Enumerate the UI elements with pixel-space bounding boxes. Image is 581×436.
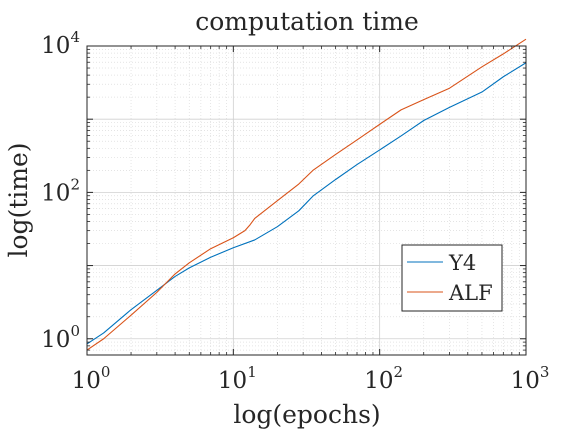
major-grid <box>87 46 526 355</box>
y-tick-label-exponent: 4 <box>70 28 80 46</box>
legend-label-y4: Y4 <box>448 251 476 275</box>
chart-title: computation time <box>195 7 419 36</box>
tick-marks <box>86 45 527 356</box>
minor-grid <box>87 46 526 356</box>
y-axis-label: log(time) <box>4 142 33 257</box>
x-tick-label: 102 <box>364 363 403 394</box>
series-layer <box>86 38 527 351</box>
legend-box <box>401 244 503 312</box>
plot-frame <box>86 45 527 356</box>
y-tick-label: 102 <box>41 175 80 206</box>
series-line-alf <box>86 38 527 351</box>
x-tick-label-exponent: 2 <box>394 363 404 381</box>
x-tick-label-exponent: 1 <box>247 363 257 381</box>
legend: Y4 ALF <box>401 244 503 312</box>
legend-label-alf: ALF <box>448 281 493 305</box>
y-tick-label-exponent: 0 <box>70 322 80 340</box>
x-tick-label-exponent: 3 <box>540 363 550 381</box>
x-tick-label-exponent: 0 <box>101 363 111 381</box>
x-axis-label: log(epochs) <box>233 400 380 429</box>
y-tick-label-exponent: 2 <box>70 175 80 193</box>
